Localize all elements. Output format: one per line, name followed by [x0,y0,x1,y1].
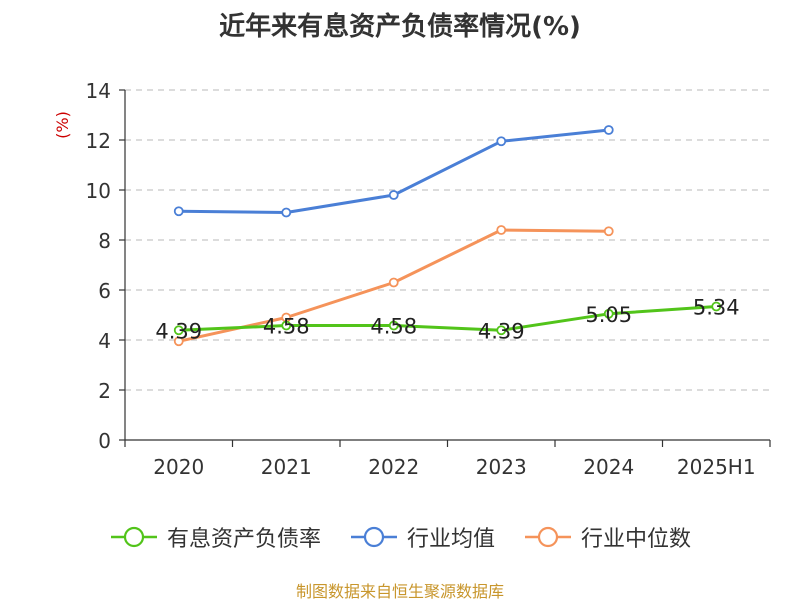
x-tick-label: 2023 [476,455,527,479]
data-label: 4.39 [155,319,202,343]
y-tick-label: 14 [86,79,111,103]
legend-item[interactable]: 行业中位数 [523,521,691,553]
series-line [177,305,718,332]
data-point [173,325,184,336]
data-point [388,190,399,200]
y-tick-label: 2 [98,379,111,403]
data-point [603,226,614,237]
data-point [711,301,722,312]
y-tick-label: 12 [86,129,111,153]
y-axis-label: (%) [53,111,72,139]
data-label: 4.39 [478,319,525,343]
data-point [173,336,184,347]
line-chart: 0 2 4 6 8 10 12 14 2020 2021 2022 2023 2024 2025H1 (%… [53,79,771,479]
y-tick-label: 0 [98,429,111,453]
legend-swatch [525,526,571,548]
data-label: 5.34 [693,296,740,320]
legend-swatch [350,526,397,548]
legend-swatch [110,526,157,548]
data-labels: 4.39 4.58 4.58 4.39 5.05 5.34 [155,296,739,344]
x-tick-label: 2025H1 [677,455,756,479]
legend-swatch-marker [123,526,145,548]
series-line [177,128,611,214]
data-label: 4.58 [263,315,310,339]
legend-label: 行业中位数 [581,527,692,552]
series [173,125,722,347]
x-tick-label: 2024 [583,455,634,479]
y-tick-label: 6 [98,279,111,303]
y-tick-label: 8 [98,229,111,253]
legend-item[interactable]: 行业均值 [349,521,495,553]
legend-item[interactable]: 有息资产负债率 [109,521,321,553]
data-label: 4.58 [370,315,417,339]
data-point [496,225,507,235]
data-point [603,125,614,135]
y-tick-label: 4 [98,329,111,353]
data-point [173,206,184,217]
x-tick-label: 2022 [368,455,419,479]
axes: 0 2 4 6 8 10 12 14 2020 2021 2022 2023 2024 2025H1 [86,79,771,479]
data-point [281,207,292,218]
data-label: 5.05 [585,303,632,327]
legend-label: 行业均值 [406,527,495,552]
x-tick-label: 2021 [261,455,312,479]
data-point [603,308,614,319]
source-note: 制图数据来自恒生聚源数据库 [295,582,504,601]
legend-swatch-marker [537,526,559,548]
legend-swatch-marker [363,526,385,548]
y-tick-label: 10 [86,179,111,203]
chart-title: 近年来有息资产负债率情况(%) [219,12,581,42]
legend: 有息资产负债率 行业均值 行业中位数 [0,520,800,554]
data-point [281,320,292,331]
data-point [496,136,507,147]
data-point [388,320,399,331]
grid-lines [125,89,770,391]
x-tick-label: 2020 [153,455,204,479]
data-point [496,325,507,336]
legend-label: 有息资产负债率 [166,527,321,552]
data-point [388,277,399,288]
